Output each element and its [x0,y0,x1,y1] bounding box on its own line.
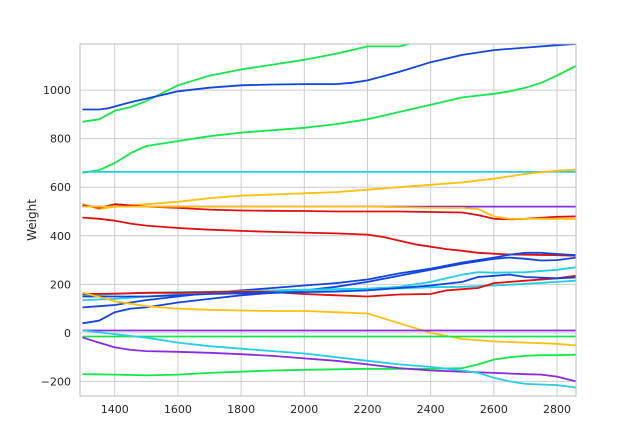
y-tick-label: 1000 [43,84,71,97]
series-line-8 [82,205,576,220]
x-tick-label: 2800 [543,403,571,416]
series-line-11 [82,256,576,325]
y-tick-label: 0 [64,327,71,340]
x-tick-label: 2400 [417,403,445,416]
series-line-20 [82,336,576,383]
x-tick-label: 2200 [353,403,381,416]
series-line-10 [82,251,576,309]
series-layer [82,44,576,389]
series-line-14 [82,274,576,298]
x-axis-ticks: 1400 1600 1800 2000 2200 2400 2600 2800 [101,403,571,416]
series-line-15 [82,273,576,298]
series-line-9 [82,216,576,257]
plot-frame [79,43,577,397]
x-tick-label: 1600 [164,403,192,416]
series-line-21 [82,329,576,389]
y-tick-label: 400 [50,230,71,243]
series-line-3 [82,64,576,174]
x-tick-label: 2600 [480,403,508,416]
y-tick-label: 600 [50,181,71,194]
series-line-1 [82,44,410,123]
series-line-16 [82,291,576,347]
x-tick-label: 1800 [227,403,255,416]
x-tick-label: 1400 [101,403,129,416]
y-axis-label: Weight [25,199,39,241]
y-tick-label: −200 [41,375,71,388]
y-tick-label: 200 [50,278,71,291]
y-axis-ticks: −200 0 200 400 600 800 1000 [41,84,71,388]
x-tick-label: 2000 [290,403,318,416]
series-line-19 [82,353,576,377]
series-line-2 [82,44,576,111]
y-tick-label: 800 [50,133,71,146]
